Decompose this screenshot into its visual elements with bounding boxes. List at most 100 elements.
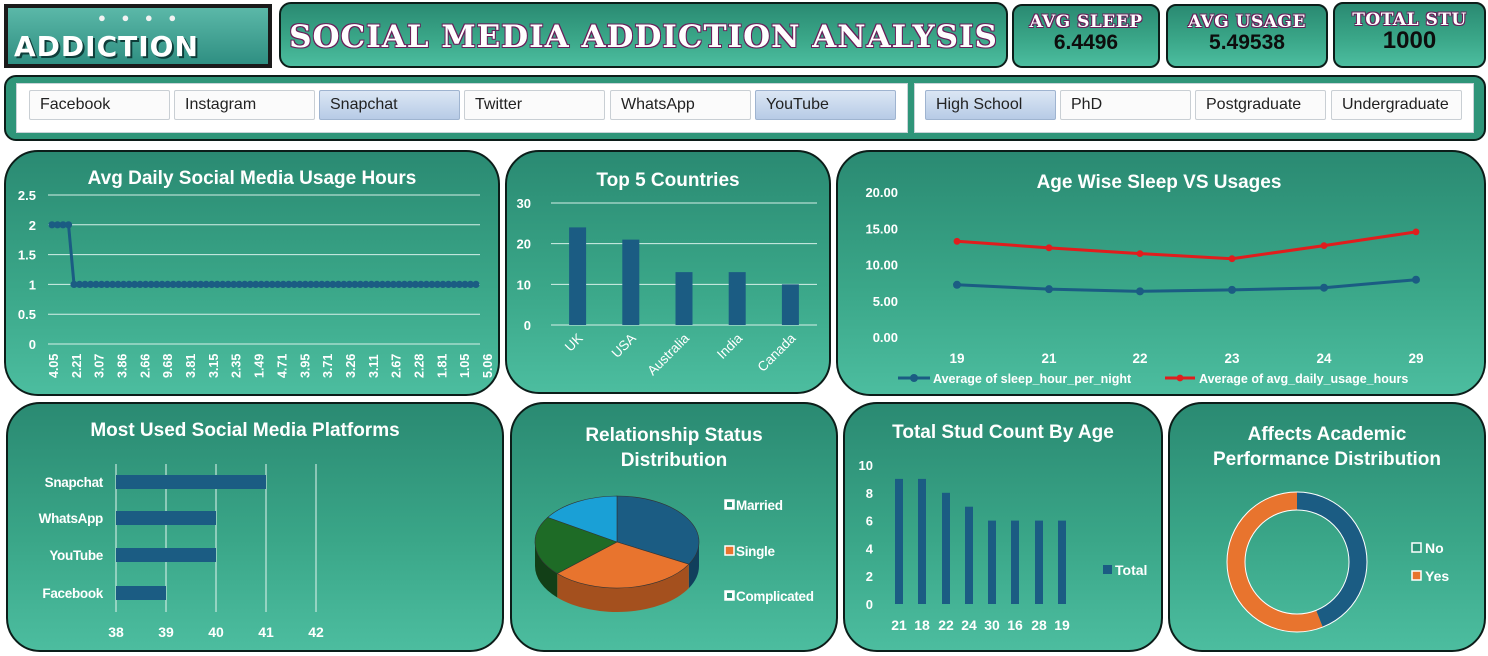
usage-point xyxy=(246,280,254,288)
usage-point xyxy=(439,280,447,288)
usage-point xyxy=(472,280,480,288)
chart-title: Top 5 Countries xyxy=(596,170,740,191)
x-tick-label: 1.05 xyxy=(458,354,472,378)
x-tick-label: 22 xyxy=(938,617,954,633)
x-tick-label: 28 xyxy=(1031,617,1047,633)
usage-point xyxy=(235,280,243,288)
usage-point xyxy=(307,280,315,288)
x-tick-label: 19 xyxy=(949,351,964,366)
usage-point xyxy=(92,280,100,288)
usage-point xyxy=(1045,244,1053,252)
usage-point xyxy=(75,280,84,288)
usage-point xyxy=(119,280,128,288)
x-tick-label: 2.35 xyxy=(230,354,244,378)
x-tick-label: 21 xyxy=(891,617,907,633)
slicer-item-snapchat[interactable]: Snapchat xyxy=(319,90,460,120)
y-tick-label: 10.00 xyxy=(865,258,898,273)
usage-point xyxy=(362,280,370,288)
x-tick-label: 2.66 xyxy=(138,354,152,378)
legend-label: No xyxy=(1425,540,1444,556)
x-tick-label: 30 xyxy=(984,617,1000,633)
x-tick-label: 3.11 xyxy=(367,354,381,378)
slicer-item-phd[interactable]: PhD xyxy=(1060,90,1191,120)
slicer-panel: Facebook Instagram Snapchat Twitter What… xyxy=(4,75,1486,141)
usage-point xyxy=(296,280,304,288)
usage-point xyxy=(48,221,56,229)
usage-point xyxy=(378,280,386,288)
x-tick-label: 3.07 xyxy=(93,354,107,378)
usage-point xyxy=(1136,250,1144,258)
y-tick-label: WhatsApp xyxy=(39,511,103,526)
kpi-avg-usage: AVG USAGE 5.49538 xyxy=(1166,4,1328,68)
slicer-item-twitter[interactable]: Twitter xyxy=(464,90,605,120)
usage-point xyxy=(351,280,359,288)
x-tick-label: 3.81 xyxy=(184,354,198,378)
x-tick-label: 24 xyxy=(961,617,977,633)
x-tick-label: 4.05 xyxy=(47,354,61,378)
slicer-item-undergraduate[interactable]: Undergraduate xyxy=(1331,90,1462,120)
kpi-label: AVG USAGE xyxy=(1188,12,1306,32)
y-tick-label: 6 xyxy=(866,514,873,529)
y-tick-label: 0.00 xyxy=(873,330,898,345)
slicer-item-high-school[interactable]: High School xyxy=(925,90,1056,120)
title-banner: SOCIAL MEDIA ADDICTION ANALYSIS xyxy=(279,2,1008,68)
usage-point xyxy=(252,280,260,288)
chart-title-line-1: Affects Academic xyxy=(1247,424,1407,445)
donut-inner-outline xyxy=(1244,509,1350,615)
sleep-point xyxy=(1136,287,1144,296)
usage-point xyxy=(340,280,348,288)
x-tick-label: 38 xyxy=(108,624,124,640)
legend-swatch-inner xyxy=(727,548,732,553)
y-tick-label: 0 xyxy=(524,318,531,333)
usage-point xyxy=(224,280,232,288)
age-bar xyxy=(1058,520,1066,604)
usage-point xyxy=(169,280,177,288)
sleep-point xyxy=(1320,283,1328,292)
chart-title: Total Stud Count By Age xyxy=(892,422,1114,443)
legend-label: Married xyxy=(736,498,783,513)
usage-point xyxy=(389,280,398,288)
countries-chart-card: Top 5 Countries 0 10 20 30 UK USA Australia Ind… xyxy=(505,150,831,394)
platforms-bar-chart: 38 39 40 41 42 Snapchat WhatsApp YouTube Faceboo… xyxy=(39,464,324,640)
pie-slice xyxy=(547,495,618,543)
usage-point xyxy=(136,280,144,288)
usage-point xyxy=(1228,255,1236,263)
usage-point xyxy=(274,280,282,288)
y-tick-label: 2.5 xyxy=(18,188,36,203)
usage-point xyxy=(345,280,353,288)
slicer-item-facebook[interactable]: Facebook xyxy=(29,90,170,120)
usage-point xyxy=(329,280,337,288)
usage-point xyxy=(301,280,309,288)
usage-point xyxy=(334,280,342,288)
usage-point xyxy=(279,280,287,288)
y-tick-label: Snapchat xyxy=(45,475,104,490)
usage-point xyxy=(164,280,172,288)
usage-point xyxy=(290,280,298,288)
usage-point xyxy=(406,280,414,288)
y-tick-label: 10 xyxy=(517,277,531,292)
legend-swatch xyxy=(1411,570,1422,581)
usage-point xyxy=(461,280,469,288)
x-tick-label: 22 xyxy=(1132,351,1147,366)
slicer-item-instagram[interactable]: Instagram xyxy=(174,90,315,120)
chart-title-line-2: Performance Distribution xyxy=(1212,449,1442,470)
academic-chart-card: Affects Academic Performance Distributio… xyxy=(1168,402,1486,652)
legend-label: Single xyxy=(736,544,775,559)
country-bar xyxy=(728,272,746,325)
usage-point xyxy=(1412,228,1420,236)
x-tick-label: 21 xyxy=(1041,351,1057,366)
slicer-item-youtube[interactable]: YouTube xyxy=(755,90,896,120)
usage-point xyxy=(197,280,205,288)
y-tick-label: 0 xyxy=(866,597,873,612)
usage-point xyxy=(108,280,117,288)
slicer-item-whatsapp[interactable]: WhatsApp xyxy=(610,90,751,120)
slicer-item-postgraduate[interactable]: Postgraduate xyxy=(1195,90,1326,120)
usage-point xyxy=(417,280,425,288)
logo-banner: ● ● ● ● ADDICTION xyxy=(4,4,272,68)
relationship-chart-card: Relationship Status Distribution Married… xyxy=(510,402,838,652)
usage-line-chart: 0 0.5 1 1.5 2 2.5 4.05 2.21 3.07 3.86 2.66 9.68 3.81… xyxy=(18,188,495,378)
country-bar xyxy=(675,272,693,325)
usage-point xyxy=(191,280,199,288)
usage-point xyxy=(86,280,95,288)
